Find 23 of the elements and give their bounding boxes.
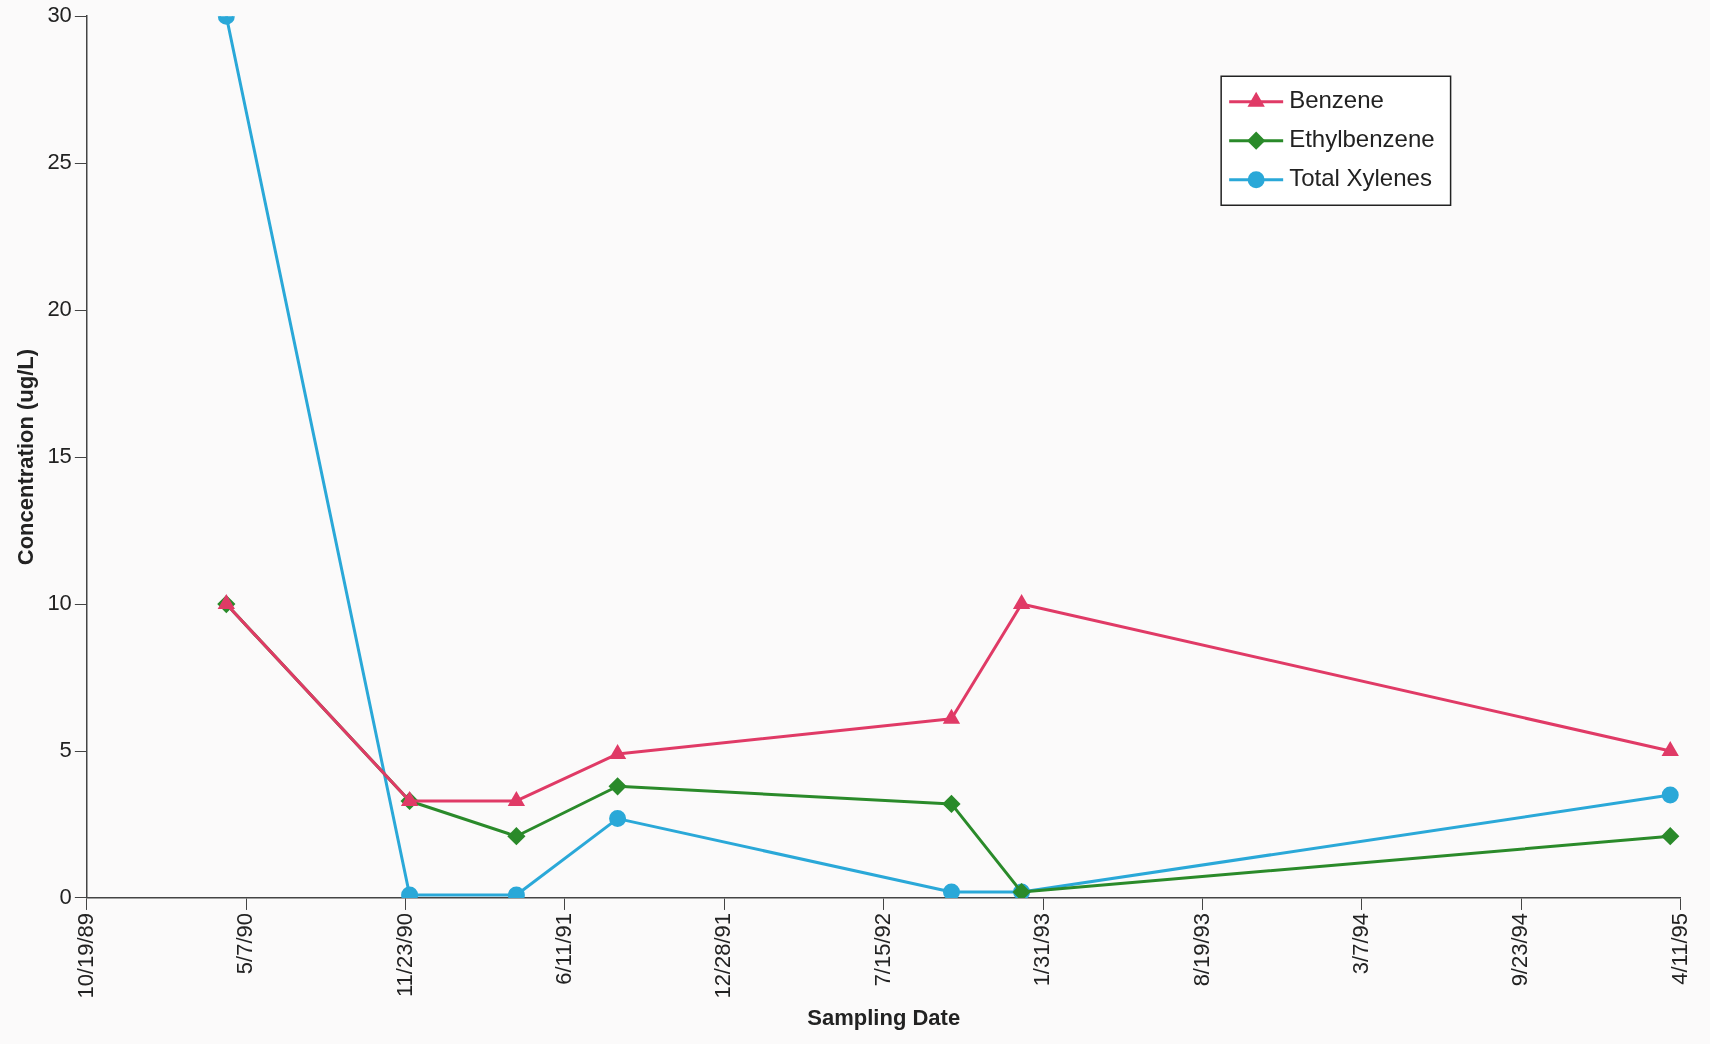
x-tick-label: 5/7/90 — [232, 912, 258, 975]
x-axis-title: Sampling Date — [807, 1004, 961, 1030]
y-tick-label: 10 — [47, 590, 72, 616]
x-tick-label: 11/23/90 — [391, 912, 417, 997]
x-tick-label: 3/7/94 — [1347, 912, 1373, 975]
y-tick-label: 5 — [59, 737, 72, 763]
x-tick-label: 1/31/93 — [1029, 912, 1055, 987]
legend-label: Benzene — [1289, 86, 1384, 114]
y-axis-title: Concentration (ug/L) — [13, 348, 39, 566]
x-tick-label: 12/28/91 — [710, 912, 736, 999]
y-tick-label: 20 — [47, 296, 72, 322]
legend-label: Total Xylenes — [1289, 164, 1432, 192]
x-tick-label: 7/15/92 — [869, 912, 895, 987]
y-tick-label: 15 — [47, 443, 72, 469]
x-tick-label: 9/23/94 — [1507, 912, 1533, 987]
x-tick-label: 6/11/91 — [551, 912, 577, 985]
y-tick-label: 30 — [47, 2, 72, 28]
x-tick-label: 10/19/89 — [72, 912, 98, 999]
x-tick-label: 8/19/93 — [1188, 912, 1214, 987]
legend-label: Ethylbenzene — [1289, 125, 1435, 153]
x-tick-label: 4/11/95 — [1666, 912, 1692, 985]
y-tick-label: 25 — [47, 149, 72, 175]
y-tick-label: 0 — [59, 884, 72, 910]
